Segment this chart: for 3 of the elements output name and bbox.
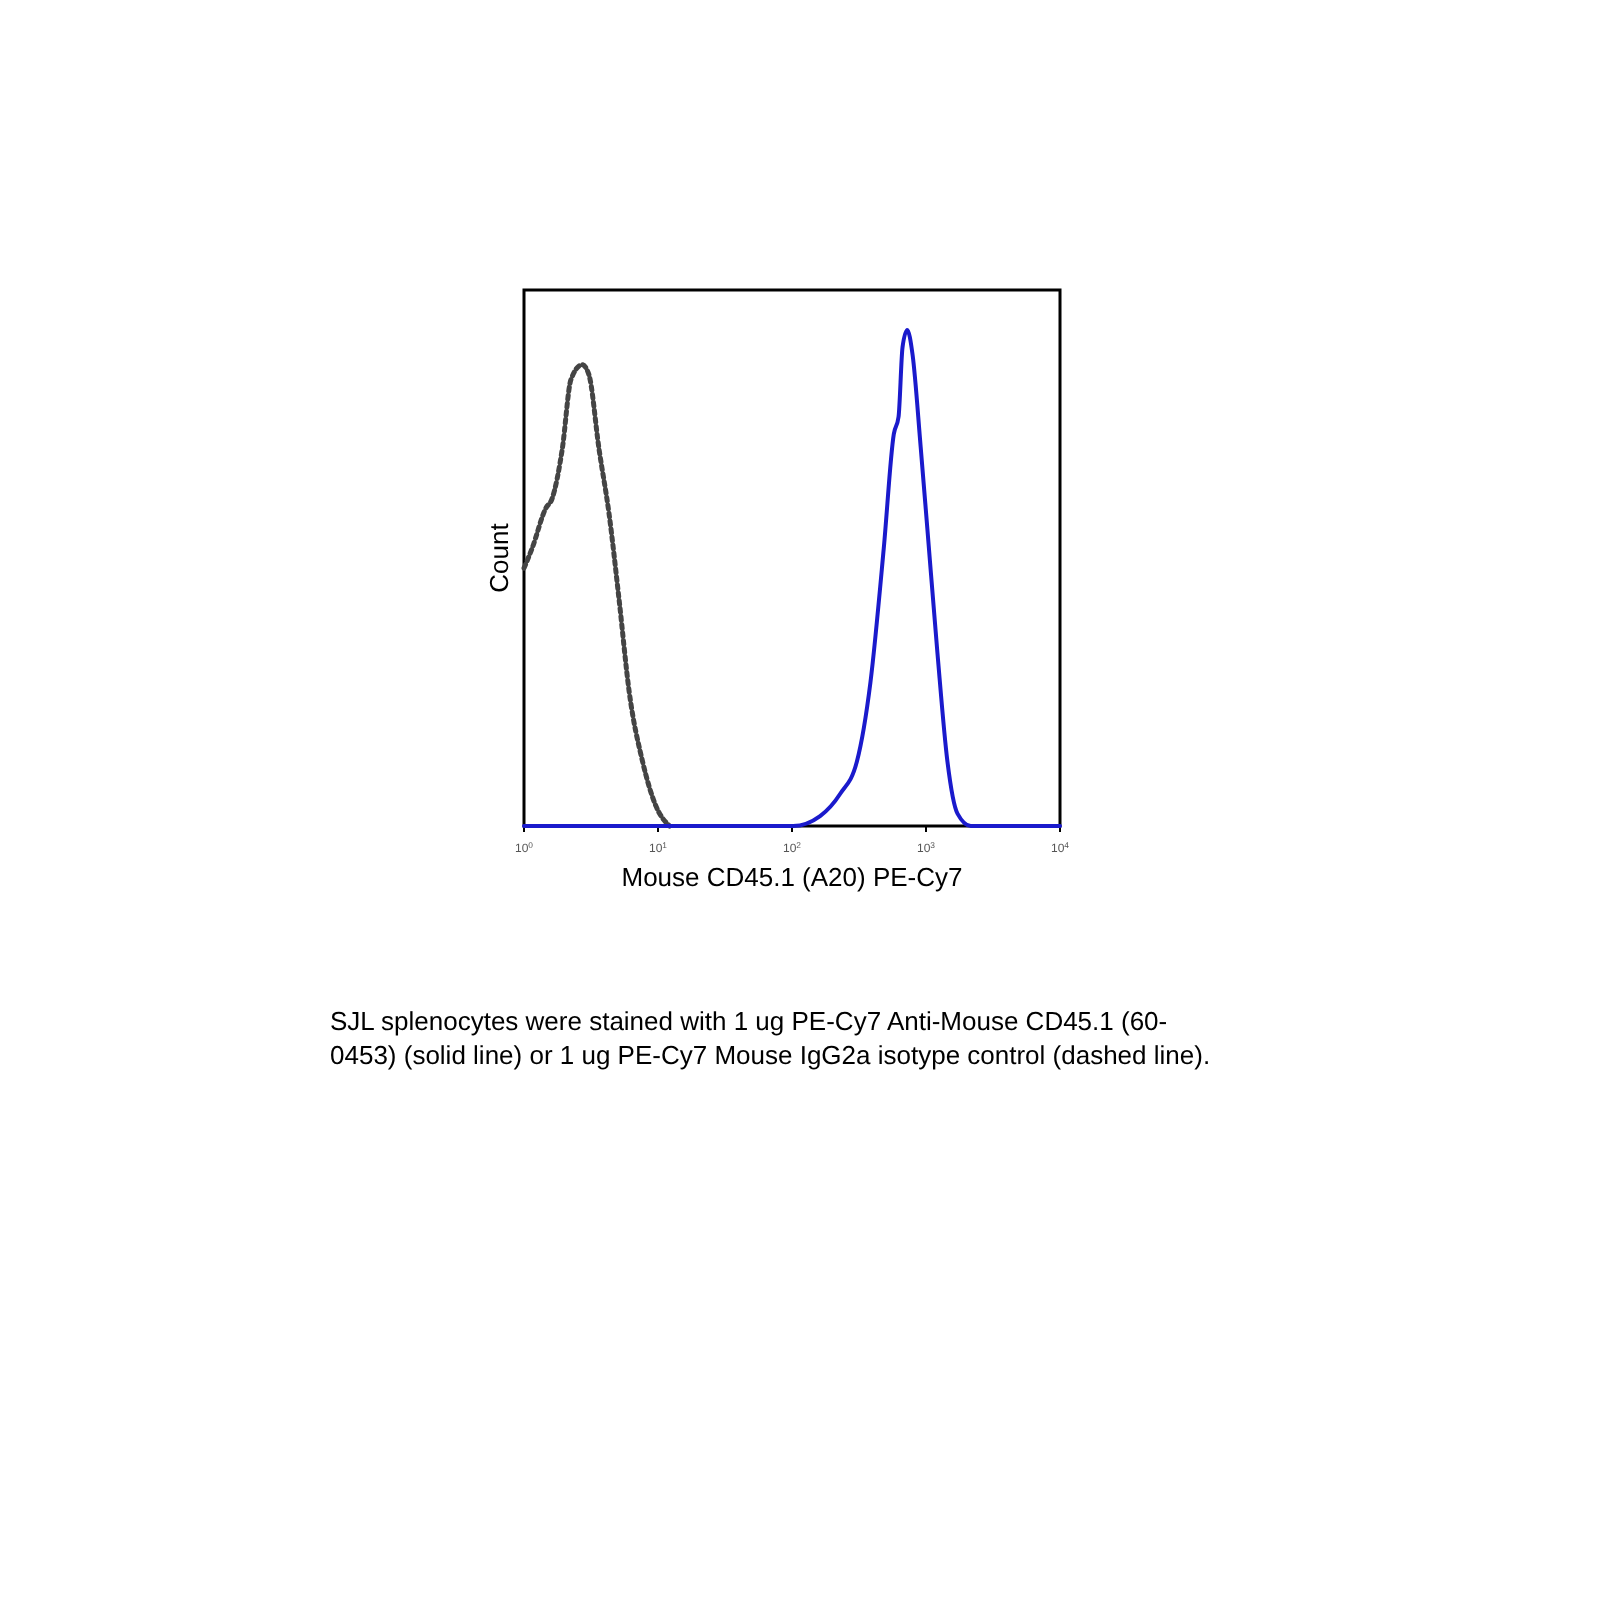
y-axis-title: Count	[484, 522, 514, 593]
text: SJL splenocytes were stained with 1 ug PE-Cy7 Anti-Mouse CD45.1 (60-0453) (solid line) or 1 ug PE-Cy7 Mouse IgG2a isotype control (dashed line).	[330, 1004, 1213, 1072]
x-axis-title: Mouse CD45.1 (A20) PE-Cy7	[621, 862, 963, 892]
